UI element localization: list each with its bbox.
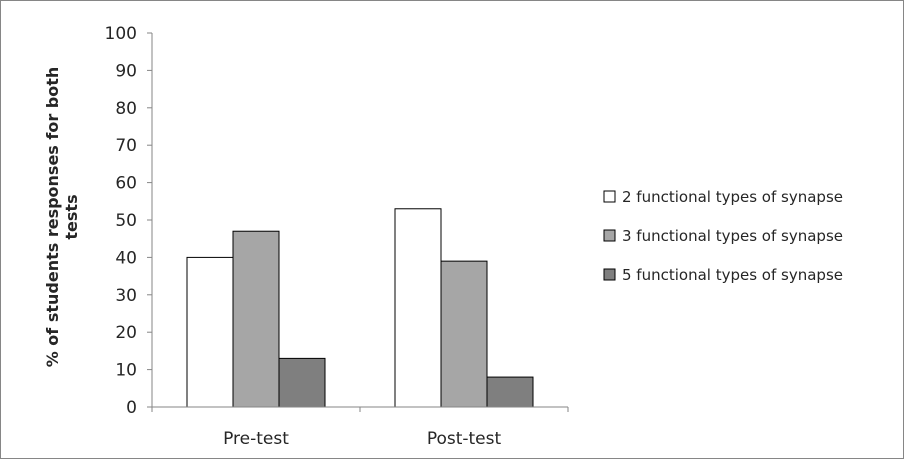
- x-axis-labels: Pre-test Post-test: [223, 429, 501, 449]
- y-tick-label: 100: [105, 24, 137, 44]
- bar-pre-test-series-3: [278, 357, 326, 408]
- y-tick-label: 90: [115, 61, 137, 81]
- bar-pre-test-series-2: [232, 230, 280, 408]
- y-axis-title: % of students responses for both tests: [43, 67, 81, 368]
- y-tick-label: 40: [115, 248, 137, 268]
- y-tick-label: 20: [115, 323, 137, 343]
- y-axis-title-line-1: % of students responses for both: [43, 67, 62, 368]
- axes: [151, 33, 569, 412]
- bar-post-test-series-3: [486, 376, 534, 408]
- y-axis-title-line-2: tests: [62, 194, 81, 239]
- legend: 2 functional types of synapse 3 functiona…: [603, 188, 843, 284]
- legend-label: 3 functional types of synapse: [622, 227, 843, 245]
- y-tick-label: 30: [115, 286, 137, 306]
- y-tick-label: 80: [115, 99, 137, 119]
- legend-swatch: [603, 190, 616, 203]
- x-tick-label: Post-test: [427, 429, 502, 449]
- y-tick-label: 10: [115, 361, 137, 381]
- bar-pre-test-series-1: [186, 256, 234, 408]
- y-tick-label: 0: [126, 398, 137, 418]
- y-tick-label: 60: [115, 174, 137, 194]
- legend-label: 5 functional types of synapse: [622, 266, 843, 284]
- y-tick-label: 70: [115, 136, 137, 156]
- legend-label: 2 functional types of synapse: [622, 188, 843, 206]
- x-tick-label: Pre-test: [223, 429, 289, 449]
- y-tick-label: 50: [115, 211, 137, 231]
- bar-post-test-series-1: [394, 208, 442, 408]
- bar-post-test-series-2: [440, 260, 488, 408]
- legend-swatch: [603, 229, 616, 242]
- y-axis: 0 10 20 30 40 50 60 70 80 90 100: [105, 24, 152, 418]
- bars: [186, 208, 534, 408]
- legend-swatch: [603, 268, 616, 281]
